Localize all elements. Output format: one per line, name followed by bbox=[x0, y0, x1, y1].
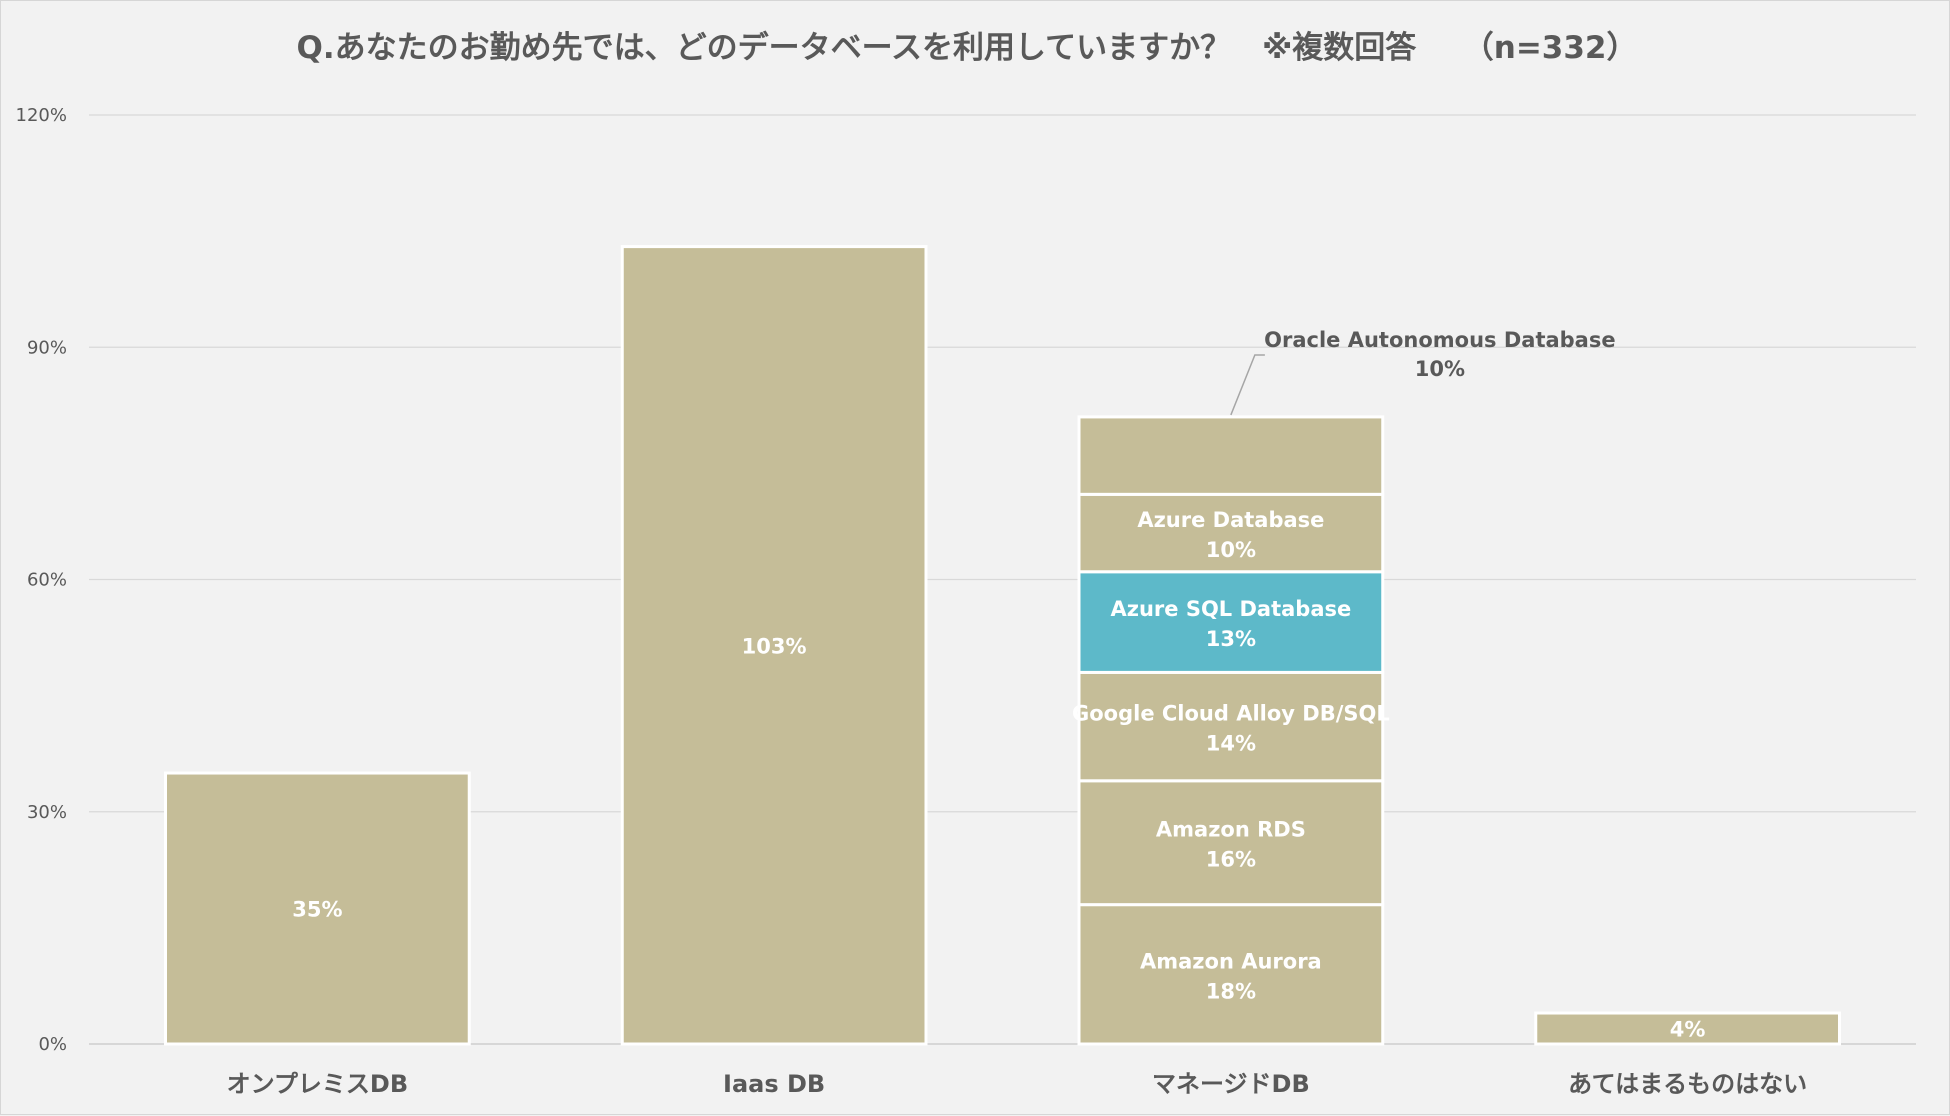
data-label: 35% bbox=[292, 898, 342, 922]
data-label: 18% bbox=[1206, 979, 1256, 1003]
y-tick-label: 60% bbox=[27, 570, 67, 591]
segment-name-label: Oracle Autonomous Database bbox=[1264, 328, 1615, 352]
data-label: 14% bbox=[1206, 732, 1256, 756]
segment-name-label: Amazon Aurora bbox=[1140, 949, 1322, 973]
segment-name-label: Amazon RDS bbox=[1156, 818, 1306, 842]
y-tick-label: 120% bbox=[16, 105, 67, 126]
y-tick-label: 90% bbox=[27, 337, 67, 358]
data-label: 4% bbox=[1670, 1018, 1706, 1042]
bar-segment bbox=[1077, 670, 1385, 783]
segment-name-label: Google Cloud Alloy DB/SQL bbox=[1072, 702, 1390, 726]
data-label: 13% bbox=[1206, 627, 1256, 651]
bar-segment bbox=[164, 771, 471, 1046]
chart-title: Q.あなたのお勤め先では、どのデータベースを利用していますか？ ※複数回答 （n… bbox=[296, 30, 1637, 66]
y-tick-label: 30% bbox=[27, 802, 67, 823]
data-label: 16% bbox=[1206, 848, 1256, 872]
x-axis-categories: オンプレミスDB Iaas DB マネージドDB あてはまるものはない bbox=[227, 1070, 1808, 1098]
data-label: 10% bbox=[1415, 357, 1465, 381]
y-tick-label: 0% bbox=[38, 1034, 67, 1055]
bar-segment bbox=[1077, 415, 1385, 496]
data-label: 103% bbox=[742, 634, 807, 658]
bars: 35% 103% Amazon Aurora 18% Amazon RDS 16% Goog… bbox=[164, 245, 1841, 1046]
segment-name-label: Azure Database bbox=[1137, 508, 1324, 532]
bar-segment bbox=[620, 245, 928, 1046]
bar-segment bbox=[1077, 903, 1385, 1046]
x-category-label: オンプレミスDB bbox=[227, 1070, 409, 1098]
segment-name-label: Azure SQL Database bbox=[1110, 597, 1351, 621]
callout-leader bbox=[1230, 354, 1265, 416]
x-category-label: マネージドDB bbox=[1152, 1070, 1310, 1098]
y-axis-ticks: 0% 30% 60% 90% 120% bbox=[16, 105, 67, 1055]
bar-segment bbox=[1534, 1011, 1841, 1046]
x-category-label: Iaas DB bbox=[723, 1070, 825, 1098]
bar-segment bbox=[1077, 492, 1385, 574]
x-category-label: あてはまるものはない bbox=[1568, 1070, 1807, 1098]
bar-segment bbox=[1077, 570, 1385, 674]
data-label: 10% bbox=[1206, 538, 1256, 562]
bar-segment bbox=[1077, 779, 1385, 907]
